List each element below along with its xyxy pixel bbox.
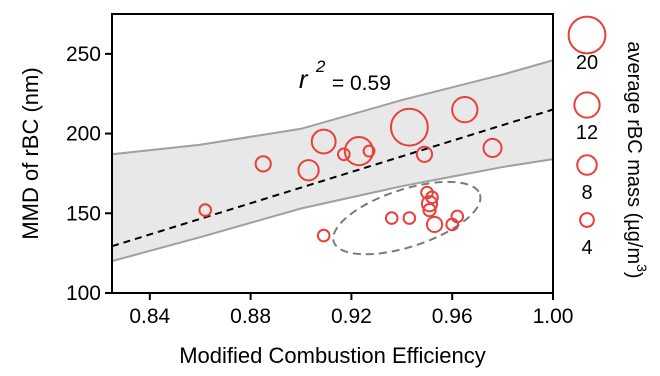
data-point bbox=[362, 144, 376, 158]
size-legend-label: 8 bbox=[581, 182, 592, 204]
data-point bbox=[450, 209, 465, 224]
y-tick-label: 100 bbox=[66, 282, 101, 305]
y-tick-label: 150 bbox=[66, 202, 101, 225]
x-axis-label: Modified Combustion Efficiency bbox=[179, 343, 486, 368]
data-point bbox=[254, 155, 272, 173]
data-point bbox=[198, 203, 213, 217]
x-tick-label: 0.92 bbox=[331, 305, 372, 328]
data-point bbox=[384, 211, 399, 225]
size-legend-title: average rBC mass (µg/m3) bbox=[623, 41, 650, 278]
r-squared-value: = 0.59 bbox=[332, 72, 391, 95]
data-point bbox=[482, 137, 503, 158]
size-legend-title-close: ) bbox=[623, 272, 645, 279]
fit-line bbox=[111, 108, 554, 248]
data-point bbox=[389, 107, 429, 147]
data-points-group bbox=[198, 96, 503, 243]
size-legend-label: 4 bbox=[581, 237, 592, 259]
data-point bbox=[297, 159, 320, 182]
x-axis-ticks: 0.84 0.88 0.92 0.96 1.00 bbox=[129, 293, 573, 328]
data-point bbox=[451, 96, 479, 124]
outlier-ellipse bbox=[332, 180, 482, 256]
data-point bbox=[425, 215, 444, 234]
size-legend-circle bbox=[579, 212, 595, 228]
r-squared-symbol: r bbox=[299, 64, 309, 94]
x-tick-label: 0.88 bbox=[230, 305, 271, 328]
r-squared-exponent: 2 bbox=[315, 57, 326, 76]
x-tick-label: 1.00 bbox=[533, 305, 574, 328]
y-axis-label: MMD of rBC (nm) bbox=[18, 67, 43, 239]
y-tick-label: 250 bbox=[66, 43, 101, 66]
data-point bbox=[420, 195, 439, 213]
x-tick-label: 0.84 bbox=[129, 305, 170, 328]
outlier-ellipse-group bbox=[332, 180, 482, 256]
x-tick-label: 0.96 bbox=[432, 305, 473, 328]
size-legend-title-text: average rBC mass (µg/m bbox=[623, 41, 645, 264]
confidence-band bbox=[112, 60, 553, 262]
data-point bbox=[425, 190, 439, 205]
data-point bbox=[422, 202, 437, 218]
size-legend-circle bbox=[573, 91, 601, 119]
data-point bbox=[316, 228, 331, 243]
data-point bbox=[337, 147, 351, 162]
y-axis-ticks: 100 150 200 250 bbox=[66, 43, 112, 305]
y-tick-label: 200 bbox=[66, 123, 101, 146]
size-legend-label: 12 bbox=[576, 122, 598, 144]
confidence-band-upper bbox=[111, 59, 554, 156]
size-legend-circle bbox=[567, 15, 607, 55]
data-point bbox=[402, 211, 417, 225]
size-legend-label: 20 bbox=[576, 52, 598, 74]
data-point bbox=[310, 128, 337, 155]
size-legend: 20 12 8 4 bbox=[567, 15, 607, 259]
size-legend-title-superscript: 3 bbox=[634, 264, 650, 272]
plot-frame bbox=[111, 13, 554, 294]
data-point bbox=[343, 136, 375, 167]
r-squared-annotation: r 2 = 0.59 bbox=[299, 57, 391, 95]
size-legend-circle bbox=[576, 154, 598, 176]
fit-line-group bbox=[111, 108, 554, 248]
data-point bbox=[415, 145, 434, 163]
confidence-band-group bbox=[111, 59, 554, 263]
confidence-band-lower bbox=[111, 158, 554, 263]
